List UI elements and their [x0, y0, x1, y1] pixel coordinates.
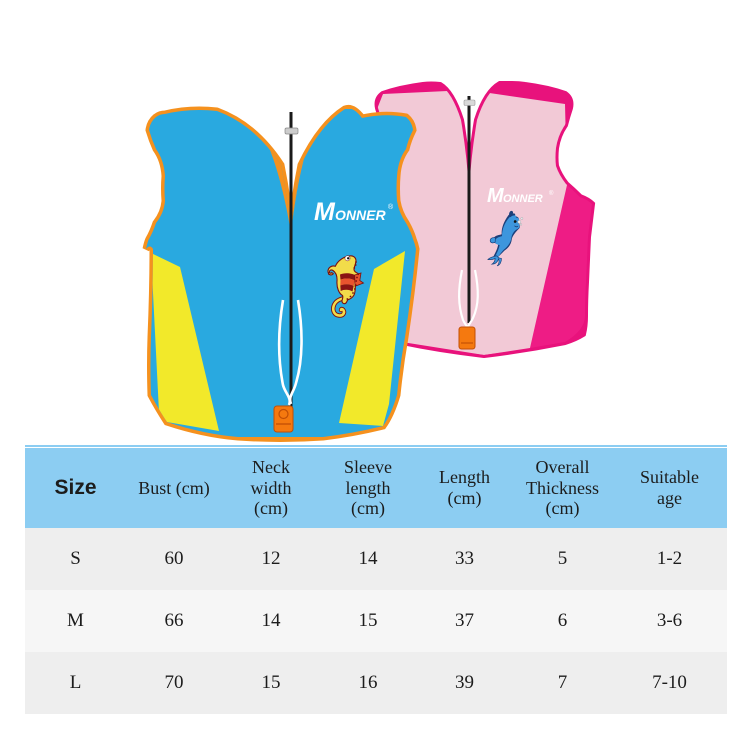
svg-text:ONNER: ONNER — [335, 207, 386, 223]
svg-text:®: ® — [388, 203, 394, 211]
svg-text:M: M — [314, 198, 336, 226]
